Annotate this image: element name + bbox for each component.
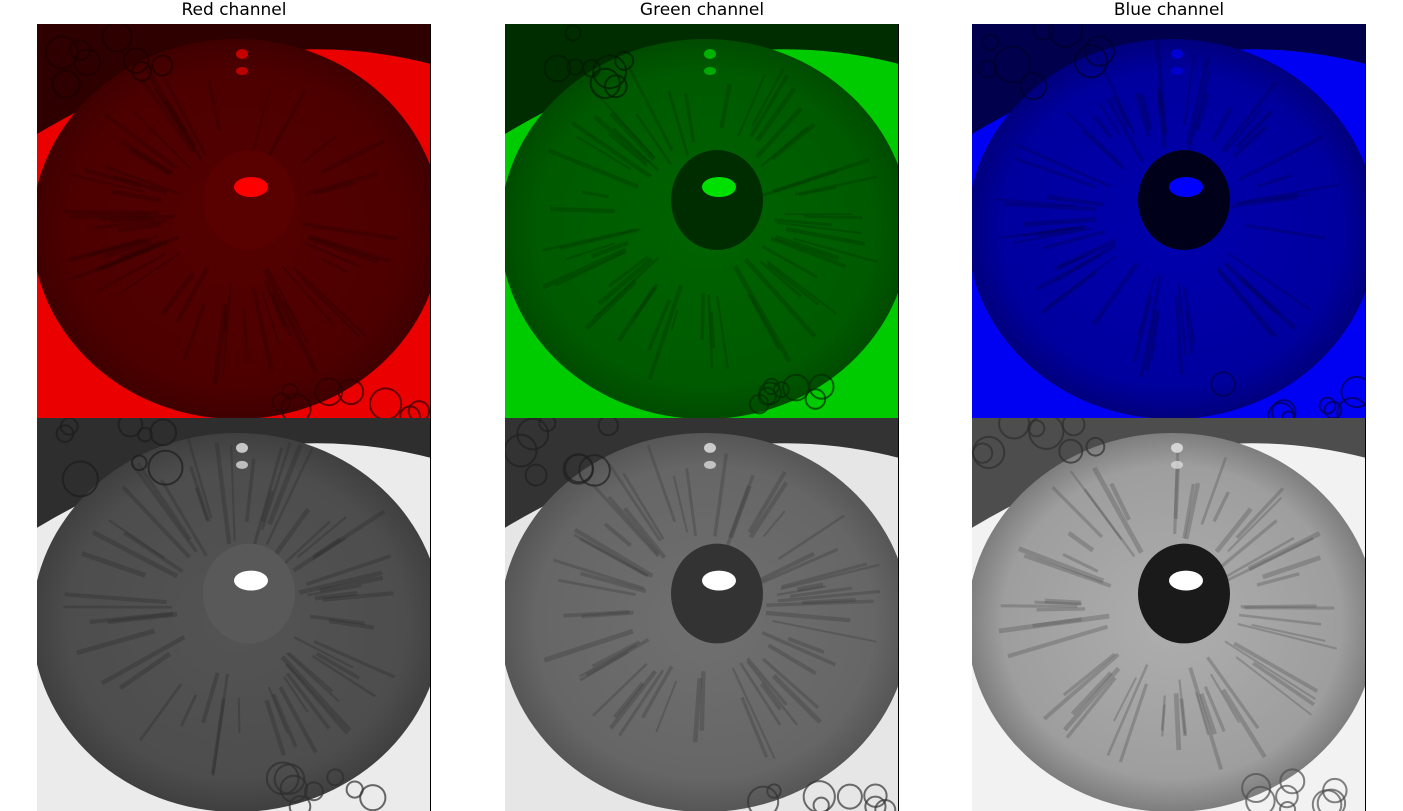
eye-picture [505, 24, 899, 418]
blue-channel-title: Blue channel [1113, 0, 1225, 20]
red-channel-grayscale-image [37, 418, 431, 811]
green-panel-right-edge [898, 24, 899, 811]
blue-channel-grayscale-image [972, 418, 1366, 811]
eye-picture [972, 418, 1366, 811]
green-channel-title: Green channel [639, 0, 765, 20]
red-channel-tinted-image [37, 24, 431, 418]
green-channel-tinted-image [505, 24, 899, 418]
green-channel-grayscale-image [505, 418, 899, 811]
eye-picture [505, 418, 899, 811]
red-channel-title: Red channel [181, 0, 287, 20]
red-panel-right-edge [430, 24, 431, 811]
eye-picture [37, 418, 431, 811]
eye-picture [972, 24, 1366, 418]
eye-picture [37, 24, 431, 418]
blue-panel-right-edge [1365, 24, 1366, 811]
blue-channel-tinted-image [972, 24, 1366, 418]
